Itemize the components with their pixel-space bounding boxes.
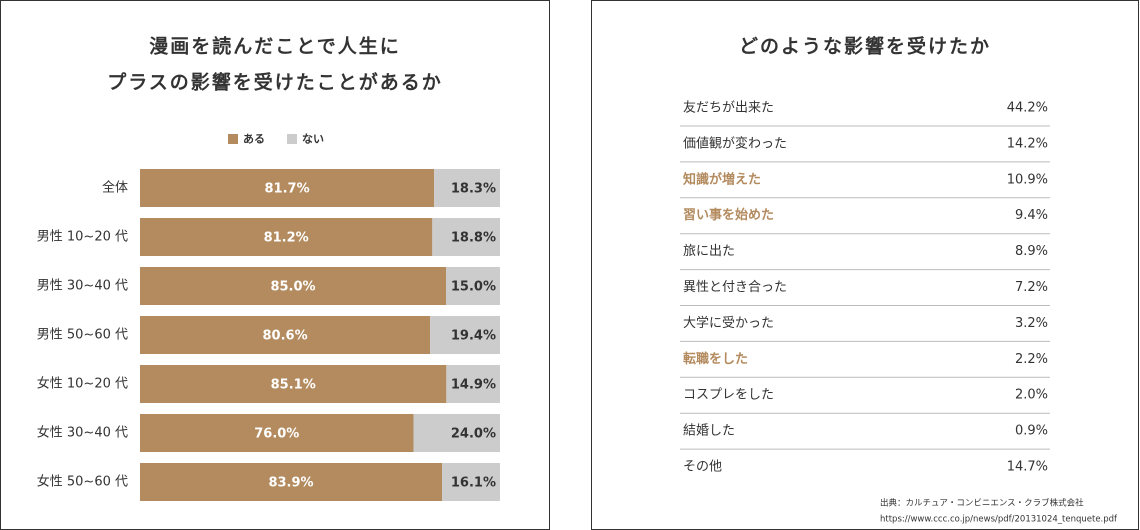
row-label: 結婚した [683,424,735,439]
row-label: 転職をした [683,351,748,367]
row-value: 9.4% [1015,208,1048,223]
legend-swatch [228,134,238,144]
legend-label: ない [302,133,324,146]
category-label: 全体 [102,180,128,196]
bar-segment [446,365,500,403]
category-label: 男性 50~60 代 [37,328,128,343]
category-label: 女性 30~40 代 [37,425,128,441]
row-label: 友だちが出来た [683,100,774,116]
row-value: 2.0% [1015,388,1048,403]
bar-segment [140,463,443,501]
data-label: 15.0% [451,280,496,295]
bar-segment [140,218,433,256]
row-value: 7.2% [1015,280,1048,295]
data-label: 85.0% [270,280,315,295]
row-label: コスプレをした [683,388,774,403]
bar-segment [434,169,500,207]
row-label: 異性と付き合った [683,280,787,295]
row-value: 10.9% [1007,172,1048,187]
category-label: 女性 50~60 代 [37,474,128,490]
source-text: https://www.ccc.co.jp/news/pdf/20131024_… [880,515,1118,525]
row-label: その他 [683,460,722,475]
chart-title: プラスの影響を受けたことがあるか [107,71,443,94]
data-label: 80.6% [263,329,308,344]
legend-swatch [287,134,297,144]
bar-segment [140,267,446,305]
data-label: 18.3% [451,182,496,197]
row-value: 14.2% [1007,136,1048,151]
bar-segment [140,169,435,207]
row-label: 習い事を始めた [683,207,774,223]
data-label: 16.1% [451,476,496,491]
category-label: 男性 30~40 代 [37,279,128,294]
data-label: 18.8% [451,231,496,246]
data-label: 85.1% [271,378,316,393]
data-label: 81.7% [265,182,310,197]
row-value: 3.2% [1015,316,1048,331]
data-label: 76.0% [254,427,299,442]
row-value: 2.2% [1015,352,1048,367]
bar-segment [430,316,500,354]
bar-segment [442,463,500,501]
row-value: 44.2% [1007,101,1048,116]
data-label: 24.0% [451,427,496,442]
row-value: 0.9% [1015,424,1048,439]
row-label: 価値観が変わった [683,135,787,151]
table-title: どのような影響を受けたか [739,35,991,58]
bar-segment [140,414,414,452]
row-value: 8.9% [1015,244,1048,259]
chart-title: 漫画を読んだことで人生に [149,35,400,58]
data-label: 14.9% [451,378,496,393]
bar-segment [432,218,500,256]
data-label: 81.2% [264,231,309,246]
bar-segment [140,316,431,354]
data-label: 19.4% [451,329,496,344]
right-panel [591,0,1139,530]
row-label: 旅に出た [683,244,735,259]
category-label: 男性 10~20 代 [37,230,128,245]
data-label: 83.9% [268,476,313,491]
bar-segment [413,414,500,452]
source-text: 出典：カルチュア・コンビニエンス・クラブ株式会社 [880,498,1084,509]
bar-segment [446,267,500,305]
bar-segment [140,365,447,403]
row-label: 大学に受かった [683,315,774,331]
legend-label: ある [243,133,265,146]
row-value: 14.7% [1007,460,1048,475]
category-label: 女性 10~20 代 [37,376,128,392]
row-label: 知識が増えた [683,171,761,187]
